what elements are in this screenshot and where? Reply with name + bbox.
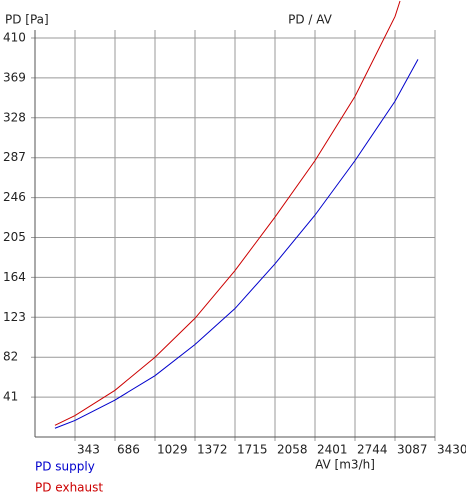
y-axis-label: PD [Pa] [5,13,49,27]
legend-entry: PD exhaust [35,481,103,495]
x-tick-label: 2744 [357,443,388,457]
x-axis-label: AV [m3/h] [315,458,375,472]
y-tick-label: 410 [3,31,26,45]
y-tick-label: 41 [3,390,18,404]
x-tick-label: 1029 [157,443,188,457]
x-tick-label: 3430 [437,443,466,457]
chart-title: PD / AV [288,13,333,27]
x-tick-label: 2058 [277,443,308,457]
x-tick-label: 343 [77,443,100,457]
y-tick-label: 123 [3,310,26,324]
y-tick-label: 205 [3,230,26,244]
y-tick-label: 246 [3,190,26,204]
y-tick-label: 82 [3,350,18,364]
y-tick-label: 287 [3,150,26,164]
x-tick-label: 3087 [397,443,428,457]
data-line [54,59,419,429]
x-tick-label: 1372 [197,443,228,457]
y-tick-label: 328 [3,110,26,124]
y-tick-label: 369 [3,70,26,84]
x-tick-label: 1715 [237,443,268,457]
y-tick-label: 164 [3,270,26,284]
legend-entry: PD supply [35,460,95,474]
x-tick-label: 686 [117,443,140,457]
data-line [54,0,401,426]
x-tick-label: 2401 [317,443,348,457]
